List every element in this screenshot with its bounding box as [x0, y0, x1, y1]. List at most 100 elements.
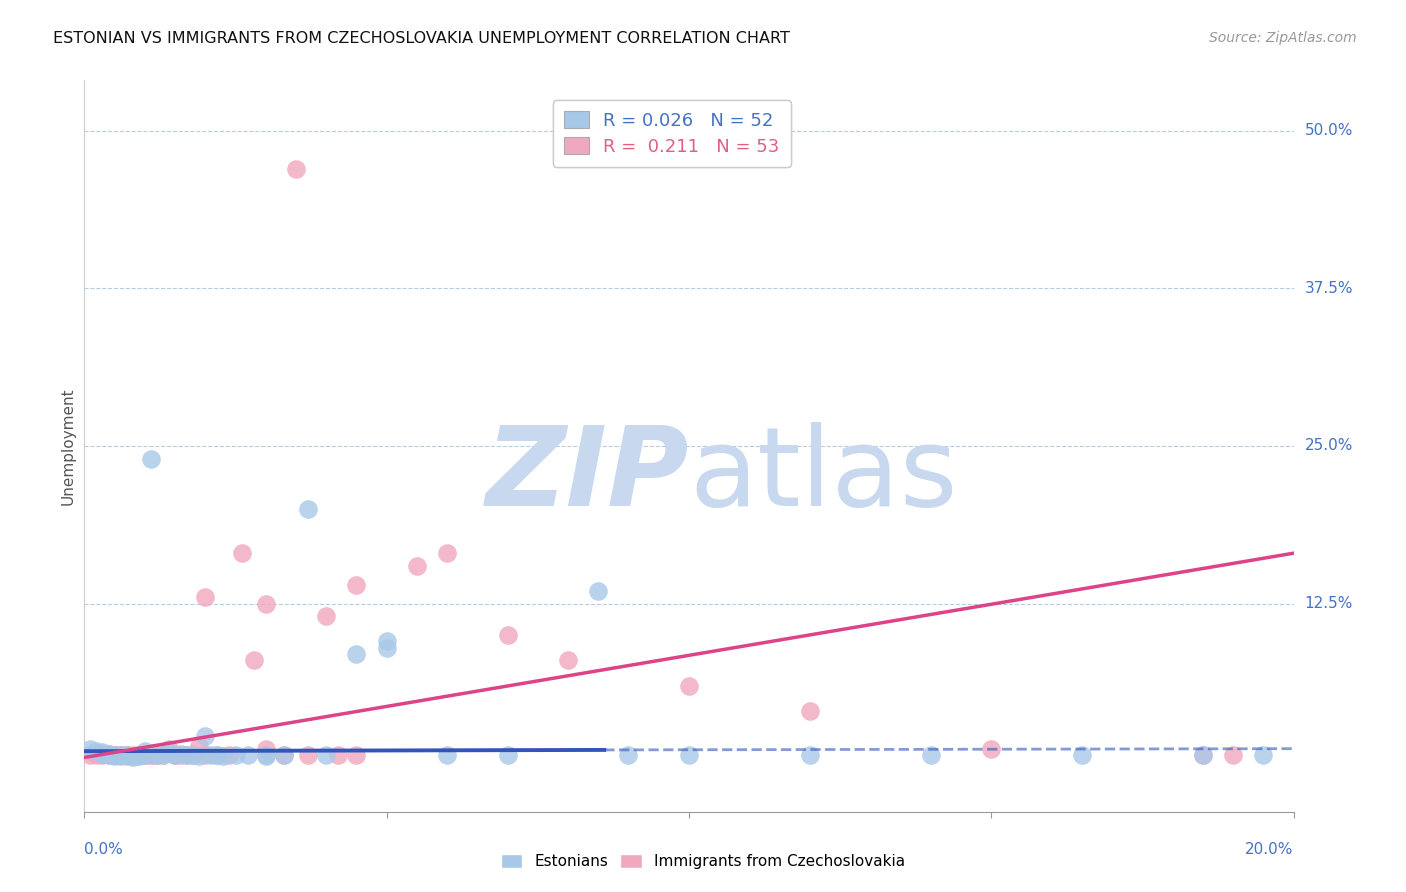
Text: 12.5%: 12.5% [1305, 596, 1353, 611]
Point [375, 640, 398, 655]
Point [97, 747, 120, 761]
Point [1222, 747, 1244, 762]
Point [254, 597, 277, 611]
Text: atlas: atlas [689, 422, 957, 529]
Point [1192, 747, 1215, 762]
Point [97, 747, 120, 762]
Point [231, 546, 253, 560]
Point [799, 747, 821, 762]
Point [152, 747, 174, 762]
Point [104, 749, 127, 764]
Point [121, 750, 143, 764]
Point [91, 747, 114, 762]
Point [297, 747, 319, 762]
Point [97, 747, 120, 761]
Point [139, 747, 162, 762]
Point [273, 747, 295, 762]
Point [225, 747, 247, 762]
Legend: R = 0.026   N = 52, R =  0.211   N = 53: R = 0.026 N = 52, R = 0.211 N = 53 [553, 100, 790, 167]
Point [194, 591, 217, 605]
Point [176, 747, 198, 762]
Point [134, 744, 156, 758]
Point [110, 747, 132, 762]
Point [273, 747, 295, 762]
Point [194, 729, 217, 743]
Text: ZIP: ZIP [485, 422, 689, 529]
Point [165, 747, 187, 762]
Point [170, 747, 193, 761]
Point [212, 749, 235, 764]
Point [91, 747, 114, 761]
Point [254, 741, 277, 756]
Point [617, 747, 640, 762]
Point [315, 609, 337, 624]
Point [375, 634, 398, 648]
Point [104, 747, 127, 762]
Point [176, 747, 198, 762]
Point [436, 546, 458, 560]
Legend: Estonians, Immigrants from Czechoslovakia: Estonians, Immigrants from Czechoslovaki… [495, 847, 911, 875]
Point [110, 747, 132, 762]
Text: 50.0%: 50.0% [1305, 123, 1353, 138]
Point [678, 747, 700, 762]
Point [152, 747, 174, 762]
Point [236, 747, 259, 762]
Point [170, 747, 193, 762]
Point [254, 749, 277, 764]
Y-axis label: Unemployment: Unemployment [60, 387, 76, 505]
Point [254, 747, 277, 762]
Point [194, 747, 217, 762]
Point [920, 747, 942, 762]
Text: Source: ZipAtlas.com: Source: ZipAtlas.com [1209, 31, 1357, 45]
Point [121, 749, 143, 764]
Point [134, 747, 156, 762]
Point [128, 747, 150, 762]
Point [297, 502, 319, 516]
Point [207, 747, 229, 762]
Point [165, 747, 187, 762]
Point [139, 747, 162, 762]
Point [104, 747, 127, 762]
Point [188, 749, 211, 764]
Point [91, 746, 114, 760]
Point [128, 747, 150, 762]
Point [134, 747, 156, 762]
Point [799, 704, 821, 718]
Point [346, 747, 368, 762]
Point [181, 747, 204, 762]
Point [588, 584, 610, 599]
Point [496, 628, 519, 642]
Text: 0.0%: 0.0% [84, 842, 124, 857]
Point [678, 679, 700, 693]
Point [134, 747, 156, 762]
Point [406, 558, 429, 573]
Point [1071, 747, 1094, 762]
Point [157, 746, 180, 760]
Point [128, 749, 150, 764]
Point [115, 749, 138, 764]
Point [110, 749, 132, 764]
Point [315, 747, 337, 762]
Point [557, 653, 579, 667]
Text: 25.0%: 25.0% [1305, 439, 1353, 453]
Point [91, 747, 114, 761]
Point [139, 747, 162, 761]
Point [79, 747, 101, 762]
Point [146, 747, 169, 762]
Point [346, 647, 368, 661]
Point [1253, 747, 1275, 762]
Point [218, 747, 240, 762]
Point [188, 739, 211, 753]
Point [115, 747, 138, 762]
Point [181, 747, 204, 762]
Point [104, 747, 127, 762]
Text: 20.0%: 20.0% [1246, 842, 1294, 857]
Point [79, 741, 101, 756]
Point [980, 741, 1002, 756]
Point [110, 747, 132, 762]
Point [200, 747, 222, 762]
Point [146, 747, 169, 762]
Point [115, 747, 138, 762]
Point [346, 578, 368, 592]
Text: 37.5%: 37.5% [1305, 281, 1353, 296]
